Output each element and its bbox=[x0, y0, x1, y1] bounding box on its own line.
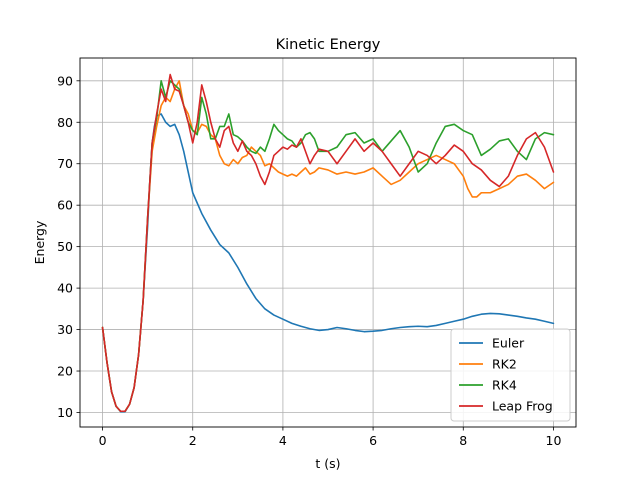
y-tick-label: 50 bbox=[57, 239, 73, 254]
y-tick-label: 10 bbox=[57, 405, 73, 420]
series-line-leap-frog bbox=[101, 73, 555, 413]
legend-label-euler: Euler bbox=[492, 336, 525, 351]
y-tick-label: 40 bbox=[57, 281, 73, 296]
x-tick-label: 2 bbox=[189, 433, 197, 448]
axis-ticks: 0 2 4 6 8 10 10 20 30 40 50 60 70 80 90 bbox=[57, 73, 561, 448]
chart-title: Kinetic Energy bbox=[276, 37, 381, 53]
legend-label-leap-frog: Leap Frog bbox=[492, 399, 553, 414]
y-tick-label: 30 bbox=[57, 322, 73, 337]
y-tick-label: 90 bbox=[57, 73, 73, 88]
legend-box bbox=[450, 328, 571, 422]
y-tick-label: 80 bbox=[57, 115, 73, 130]
x-tick-label: 10 bbox=[546, 433, 562, 448]
x-tick-label: 4 bbox=[279, 433, 287, 448]
series-layer bbox=[101, 73, 555, 413]
legend-label-rk2: RK2 bbox=[492, 357, 517, 372]
x-tick-label: 0 bbox=[99, 433, 107, 448]
legend-label-rk4: RK4 bbox=[492, 378, 517, 393]
x-tick-label: 6 bbox=[369, 433, 377, 448]
grid-lines bbox=[80, 58, 576, 427]
y-tick-label: 20 bbox=[57, 364, 73, 379]
y-axis-label: Energy bbox=[32, 220, 47, 264]
legend: Euler RK2 RK4 Leap Frog bbox=[450, 328, 571, 422]
plot-frame bbox=[79, 57, 577, 428]
series-line-rk2 bbox=[101, 80, 555, 413]
x-axis-label: t (s) bbox=[315, 456, 340, 471]
x-tick-label: 8 bbox=[459, 433, 467, 448]
y-tick-label: 70 bbox=[57, 156, 73, 171]
y-tick-label: 60 bbox=[57, 198, 73, 213]
